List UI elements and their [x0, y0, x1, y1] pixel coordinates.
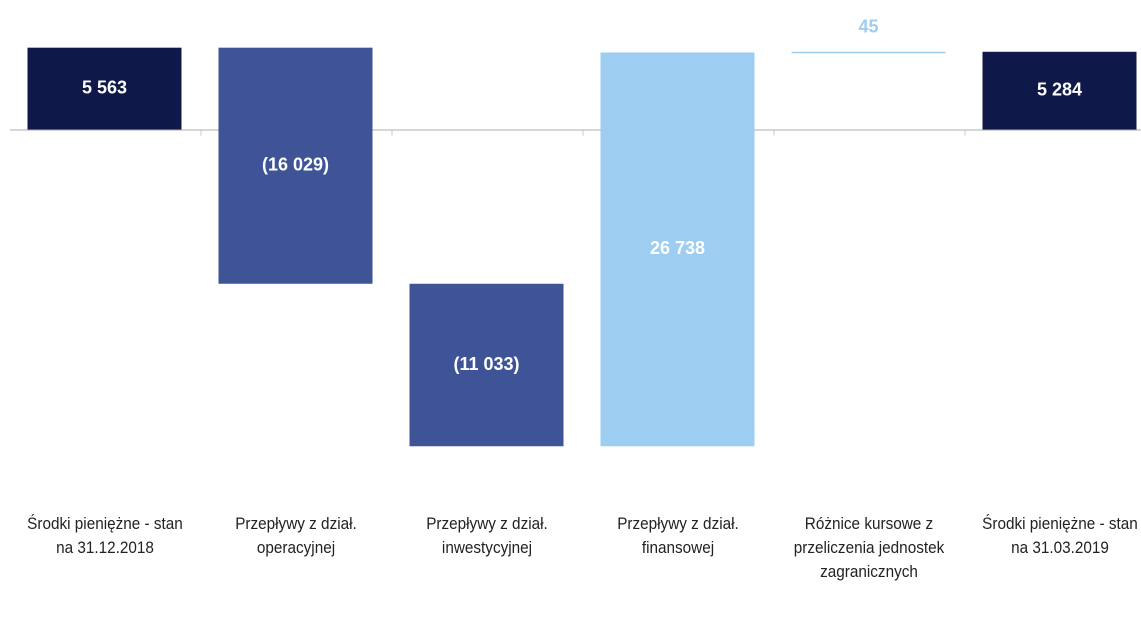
x-tick-label: Środki pieniężne - stan na 31.03.2019	[981, 514, 1138, 557]
bar	[218, 47, 373, 284]
value-label: (11 033)	[453, 354, 519, 374]
bar	[409, 283, 564, 447]
bar	[982, 51, 1137, 130]
value-label: 45	[858, 17, 878, 37]
x-tick-label: Środki pieniężne - stan na 31.12.2018	[26, 514, 183, 557]
bar	[791, 51, 946, 54]
value-label: 5 284	[1037, 79, 1082, 99]
value-label: (16 029)	[262, 154, 329, 174]
bar	[27, 47, 182, 130]
x-tick-label: Różnice kursowe z przeliczenia jednostek…	[793, 514, 944, 581]
x-tick-label: Przepływy z dział. inwestycyjnej	[425, 514, 548, 557]
value-label: 26 738	[650, 238, 705, 258]
value-label: 5 563	[82, 77, 127, 97]
x-tick-label: Przepływy z dział. finansowej	[616, 514, 739, 557]
x-tick-label: Przepływy z dział. operacyjnej	[234, 514, 357, 557]
bar	[600, 52, 755, 447]
